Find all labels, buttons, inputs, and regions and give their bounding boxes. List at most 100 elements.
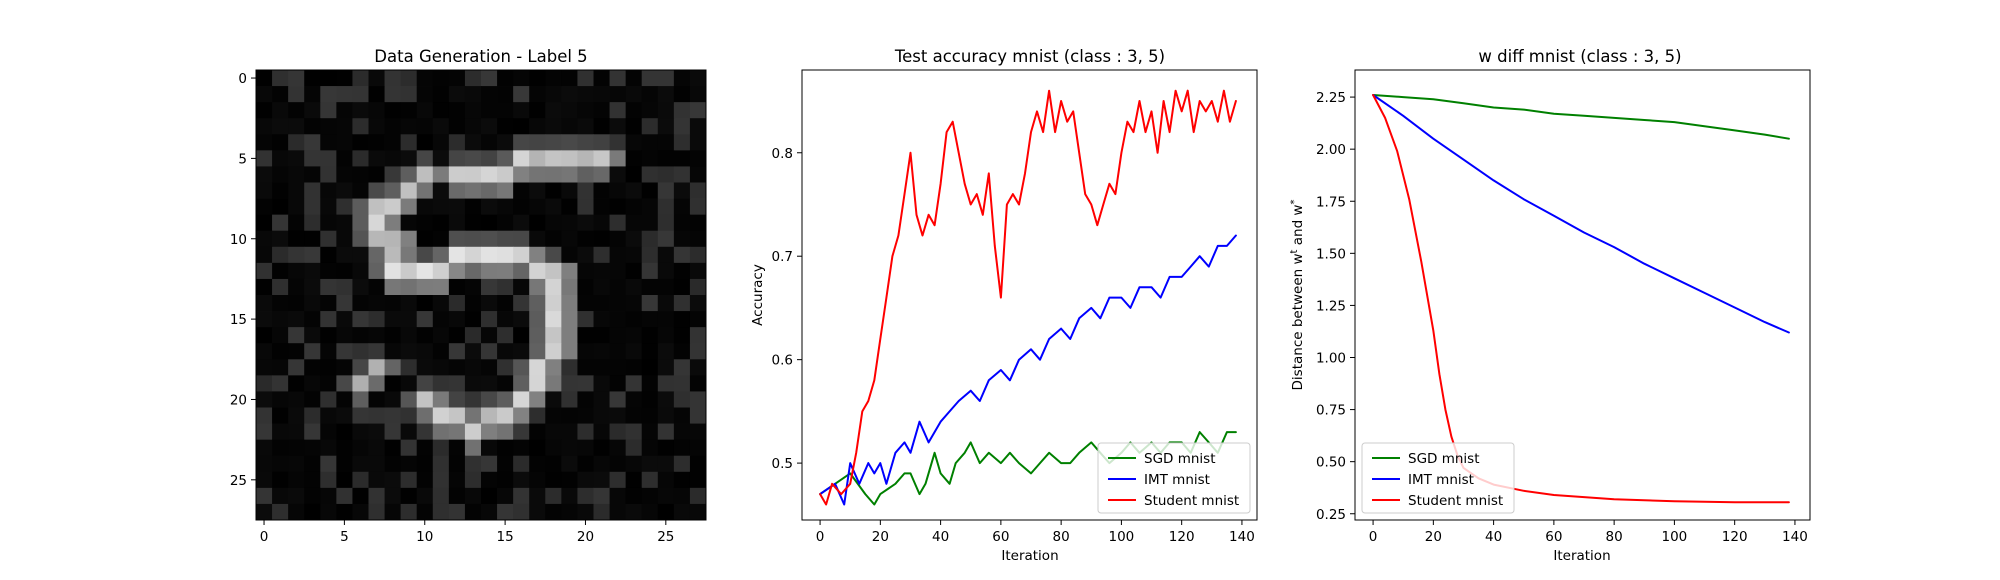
heatmap-cell (416, 423, 434, 441)
heatmap-y-tick-label: 10 (230, 232, 247, 248)
heatmap-cell (641, 375, 659, 392)
heatmap-cell (352, 487, 369, 505)
heatmap-cell (288, 182, 305, 199)
heatmap-cell (272, 407, 289, 424)
heatmap-cell (256, 471, 273, 489)
heatmap-cell (272, 359, 289, 376)
heatmap-cell (256, 375, 273, 392)
heatmap-cell (288, 278, 305, 296)
heatmap-cell (497, 471, 514, 489)
heatmap-cell (577, 86, 594, 103)
heatmap-cell (545, 70, 562, 87)
heatmap-cell (256, 455, 273, 473)
heatmap-cell (689, 455, 707, 473)
heatmap-cell (400, 439, 418, 457)
heatmap-cell (384, 182, 402, 199)
heatmap-cell (464, 70, 482, 87)
heatmap-cell (320, 182, 337, 199)
heatmap-cell (256, 487, 273, 505)
heatmap-cell (448, 134, 466, 151)
heatmap-cell (368, 439, 385, 457)
heatmap-cell (336, 423, 353, 441)
heatmap-cell (561, 391, 578, 408)
heatmap-cell (272, 230, 289, 248)
heatmap-cell (689, 246, 707, 264)
wdiff-y-tick-label: 0.75 (1316, 403, 1346, 419)
heatmap-cell (609, 487, 627, 505)
heatmap-cell (320, 295, 337, 312)
heatmap-cell (304, 198, 321, 216)
heatmap-cell (448, 70, 466, 87)
heatmap-cell (577, 295, 594, 312)
heatmap-cell (256, 86, 273, 103)
heatmap-cell (561, 311, 578, 328)
heatmap-cell (464, 134, 482, 151)
heatmap-cell (481, 343, 498, 360)
heatmap-cell (320, 118, 337, 135)
heatmap-cell (545, 359, 562, 376)
heatmap-cell (689, 391, 707, 408)
heatmap-x-tick-label: 15 (497, 529, 514, 545)
heatmap-cell (368, 471, 385, 489)
heatmap-cell (368, 455, 385, 473)
heatmap-cell (336, 214, 353, 232)
heatmap-cell (448, 311, 466, 328)
wdiff-x-tick-label: 40 (1485, 529, 1502, 545)
heatmap-cell (529, 391, 546, 408)
heatmap-cell (416, 455, 434, 473)
heatmap-cell (272, 198, 289, 216)
heatmap-cell (432, 295, 450, 312)
heatmap-cell (641, 182, 659, 199)
heatmap-cell (609, 295, 627, 312)
heatmap-cell (641, 262, 659, 280)
wdiff-panel: w diff mnist (class : 3, 5) 0 20 40 60 80 100… (1289, 47, 1811, 564)
heatmap-cell (481, 246, 498, 264)
heatmap-cell (400, 359, 418, 376)
heatmap-cell (593, 166, 610, 183)
heatmap-cell (497, 102, 514, 119)
heatmap-cell (368, 278, 385, 296)
heatmap-cell (625, 375, 643, 392)
heatmap-cell (384, 391, 402, 408)
heatmap-cell (384, 262, 402, 280)
heatmap-cell (256, 166, 273, 183)
heatmap-cell (609, 102, 627, 119)
heatmap-y-tick-label: 0 (238, 71, 247, 87)
heatmap-y-tick-label: 15 (230, 312, 247, 328)
heatmap-cell (577, 150, 594, 167)
heatmap-cell (336, 182, 353, 199)
heatmap-cell (513, 311, 530, 328)
heatmap-cell (481, 86, 498, 103)
heatmap-cell (272, 439, 289, 457)
heatmap-cell (400, 391, 418, 408)
heatmap-cell (368, 118, 385, 135)
heatmap-cell (673, 311, 691, 328)
heatmap-cell (529, 262, 546, 280)
heatmap-cell (641, 407, 659, 424)
heatmap-cell (577, 118, 594, 135)
heatmap-cell (689, 166, 707, 183)
wdiff-legend-box (1361, 442, 1515, 514)
heatmap-cell (513, 295, 530, 312)
heatmap-cell (641, 198, 659, 216)
heatmap-cell (481, 439, 498, 457)
heatmap-cell (256, 295, 273, 312)
heatmap-cell (545, 166, 562, 183)
heatmap-cell (304, 471, 321, 489)
heatmap-cell (609, 439, 627, 457)
heatmap-cell (368, 343, 385, 360)
heatmap-cell (448, 471, 466, 489)
heatmap-cell (448, 359, 466, 376)
heatmap-cell (400, 311, 418, 328)
heatmap-cell (481, 503, 498, 521)
heatmap-cell (561, 230, 578, 248)
heatmap-cell (448, 295, 466, 312)
heatmap-cell (320, 503, 337, 521)
heatmap-cell (288, 246, 305, 264)
heatmap-cell (513, 503, 530, 521)
wdiff-series-line-0 (1372, 94, 1790, 140)
heatmap-cell (593, 278, 610, 296)
heatmap-cell (497, 375, 514, 392)
heatmap-cell (384, 423, 402, 441)
